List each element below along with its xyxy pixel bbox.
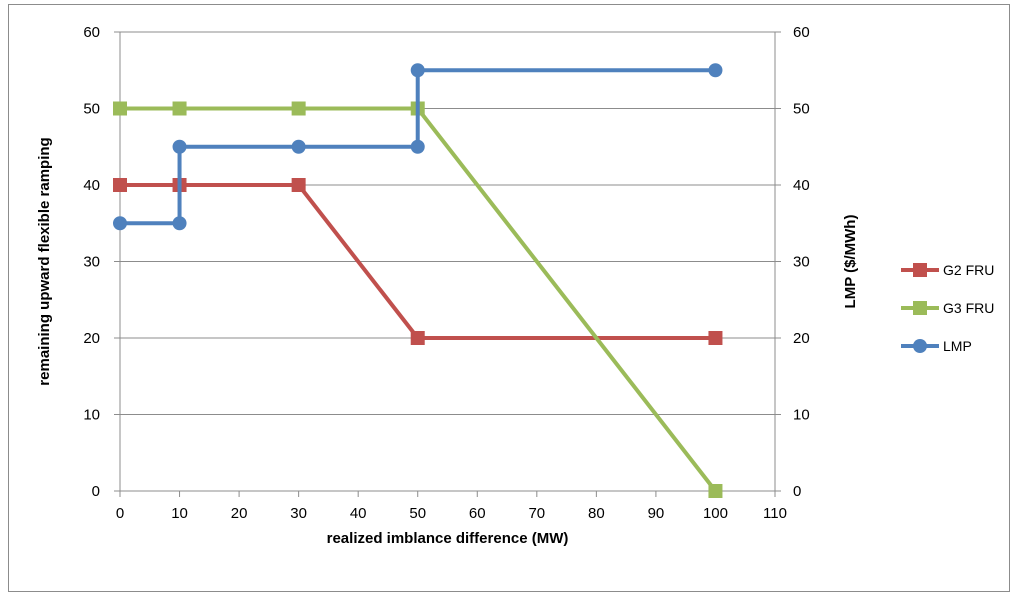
x-tick-label-7: 70 bbox=[528, 505, 545, 522]
point-g3-fru-1 bbox=[172, 101, 187, 116]
legend-item-g2-fru: G2 FRU bbox=[901, 262, 994, 278]
y-left-tick-label-5: 50 bbox=[83, 101, 100, 118]
x-tick-label-2: 20 bbox=[231, 505, 248, 522]
y-right-tick-label-0: 0 bbox=[793, 483, 801, 500]
legend-marker-g3-fru bbox=[913, 301, 927, 315]
x-tick-label-10: 100 bbox=[703, 505, 728, 522]
series-layer bbox=[113, 63, 723, 498]
x-tick-label-9: 90 bbox=[648, 505, 665, 522]
gridlines bbox=[120, 31, 775, 415]
legend-label-g2-fru: G2 FRU bbox=[943, 262, 994, 278]
x-tick-label-6: 60 bbox=[469, 505, 486, 522]
y-left-tick-label-4: 40 bbox=[83, 177, 100, 194]
point-g2-fru-2 bbox=[291, 178, 306, 192]
y-right-tick-label-4: 40 bbox=[793, 177, 810, 194]
point-g3-fru-0 bbox=[113, 101, 127, 116]
y-axis-title-right: LMP ($/MWh) bbox=[842, 215, 859, 309]
series-g3-fru bbox=[113, 101, 723, 498]
legend-marker-lmp bbox=[913, 339, 927, 353]
y-left-tick-label-6: 60 bbox=[83, 24, 100, 41]
point-g3-fru-4 bbox=[708, 484, 723, 498]
x-tick-label-0: 0 bbox=[116, 505, 124, 522]
y-left-tick-label-3: 30 bbox=[83, 254, 100, 271]
point-lmp-4 bbox=[410, 139, 425, 154]
legend-marker-g2-fru bbox=[913, 263, 927, 277]
legend-item-lmp: LMP bbox=[901, 338, 972, 354]
point-lmp-0 bbox=[113, 216, 127, 231]
point-lmp-3 bbox=[291, 139, 306, 154]
legend: G2 FRU G3 FRU LMP bbox=[901, 262, 994, 354]
point-g2-fru-4 bbox=[708, 331, 723, 345]
point-g2-fru-0 bbox=[113, 178, 127, 192]
x-axis-title: realized imblance difference (MW) bbox=[327, 530, 569, 547]
point-g3-fru-2 bbox=[291, 101, 306, 116]
x-tick-label-8: 80 bbox=[588, 505, 605, 522]
x-tick-label-1: 10 bbox=[171, 505, 188, 522]
x-tick-label-3: 30 bbox=[290, 505, 307, 522]
point-lmp-5 bbox=[410, 63, 425, 78]
chart-frame: 0 10 20 30 40 50 60 70 80 90 100 110 0 10 20 30 40 50 60 0 1… bbox=[8, 4, 1010, 592]
point-lmp-6 bbox=[708, 63, 723, 78]
line-chart: 0 10 20 30 40 50 60 70 80 90 100 110 0 10 20 30 40 50 60 0 1… bbox=[36, 24, 994, 547]
y-right-tick-label-2: 20 bbox=[793, 330, 810, 347]
series-lmp bbox=[113, 63, 723, 231]
y-right-tick-label-3: 30 bbox=[793, 254, 810, 271]
y-right-tick-label-6: 60 bbox=[793, 24, 810, 41]
legend-item-g3-fru: G3 FRU bbox=[901, 300, 994, 316]
point-lmp-1 bbox=[172, 216, 187, 231]
y-left-tick-label-2: 20 bbox=[83, 330, 100, 347]
y-left-tick-label-1: 10 bbox=[83, 407, 100, 424]
series-line-g3-fru bbox=[118, 106, 718, 493]
x-tick-label-5: 50 bbox=[409, 505, 426, 522]
y-right-tick-label-5: 50 bbox=[793, 101, 810, 118]
y-right-tick-label-1: 10 bbox=[793, 407, 810, 424]
legend-label-g3-fru: G3 FRU bbox=[943, 300, 994, 316]
y-left-tick-label-0: 0 bbox=[92, 483, 100, 500]
x-tick-label-4: 40 bbox=[350, 505, 367, 522]
x-tick-label-11: 110 bbox=[763, 505, 787, 522]
y-axis-title-left: remaining upward flexible ramping bbox=[36, 137, 53, 385]
axes: 0 10 20 30 40 50 60 70 80 90 100 110 0 10 20 30 40 50 60 0 1… bbox=[83, 24, 809, 522]
legend-label-lmp: LMP bbox=[943, 338, 972, 354]
point-lmp-2 bbox=[172, 139, 187, 154]
point-g2-fru-3 bbox=[410, 331, 425, 345]
